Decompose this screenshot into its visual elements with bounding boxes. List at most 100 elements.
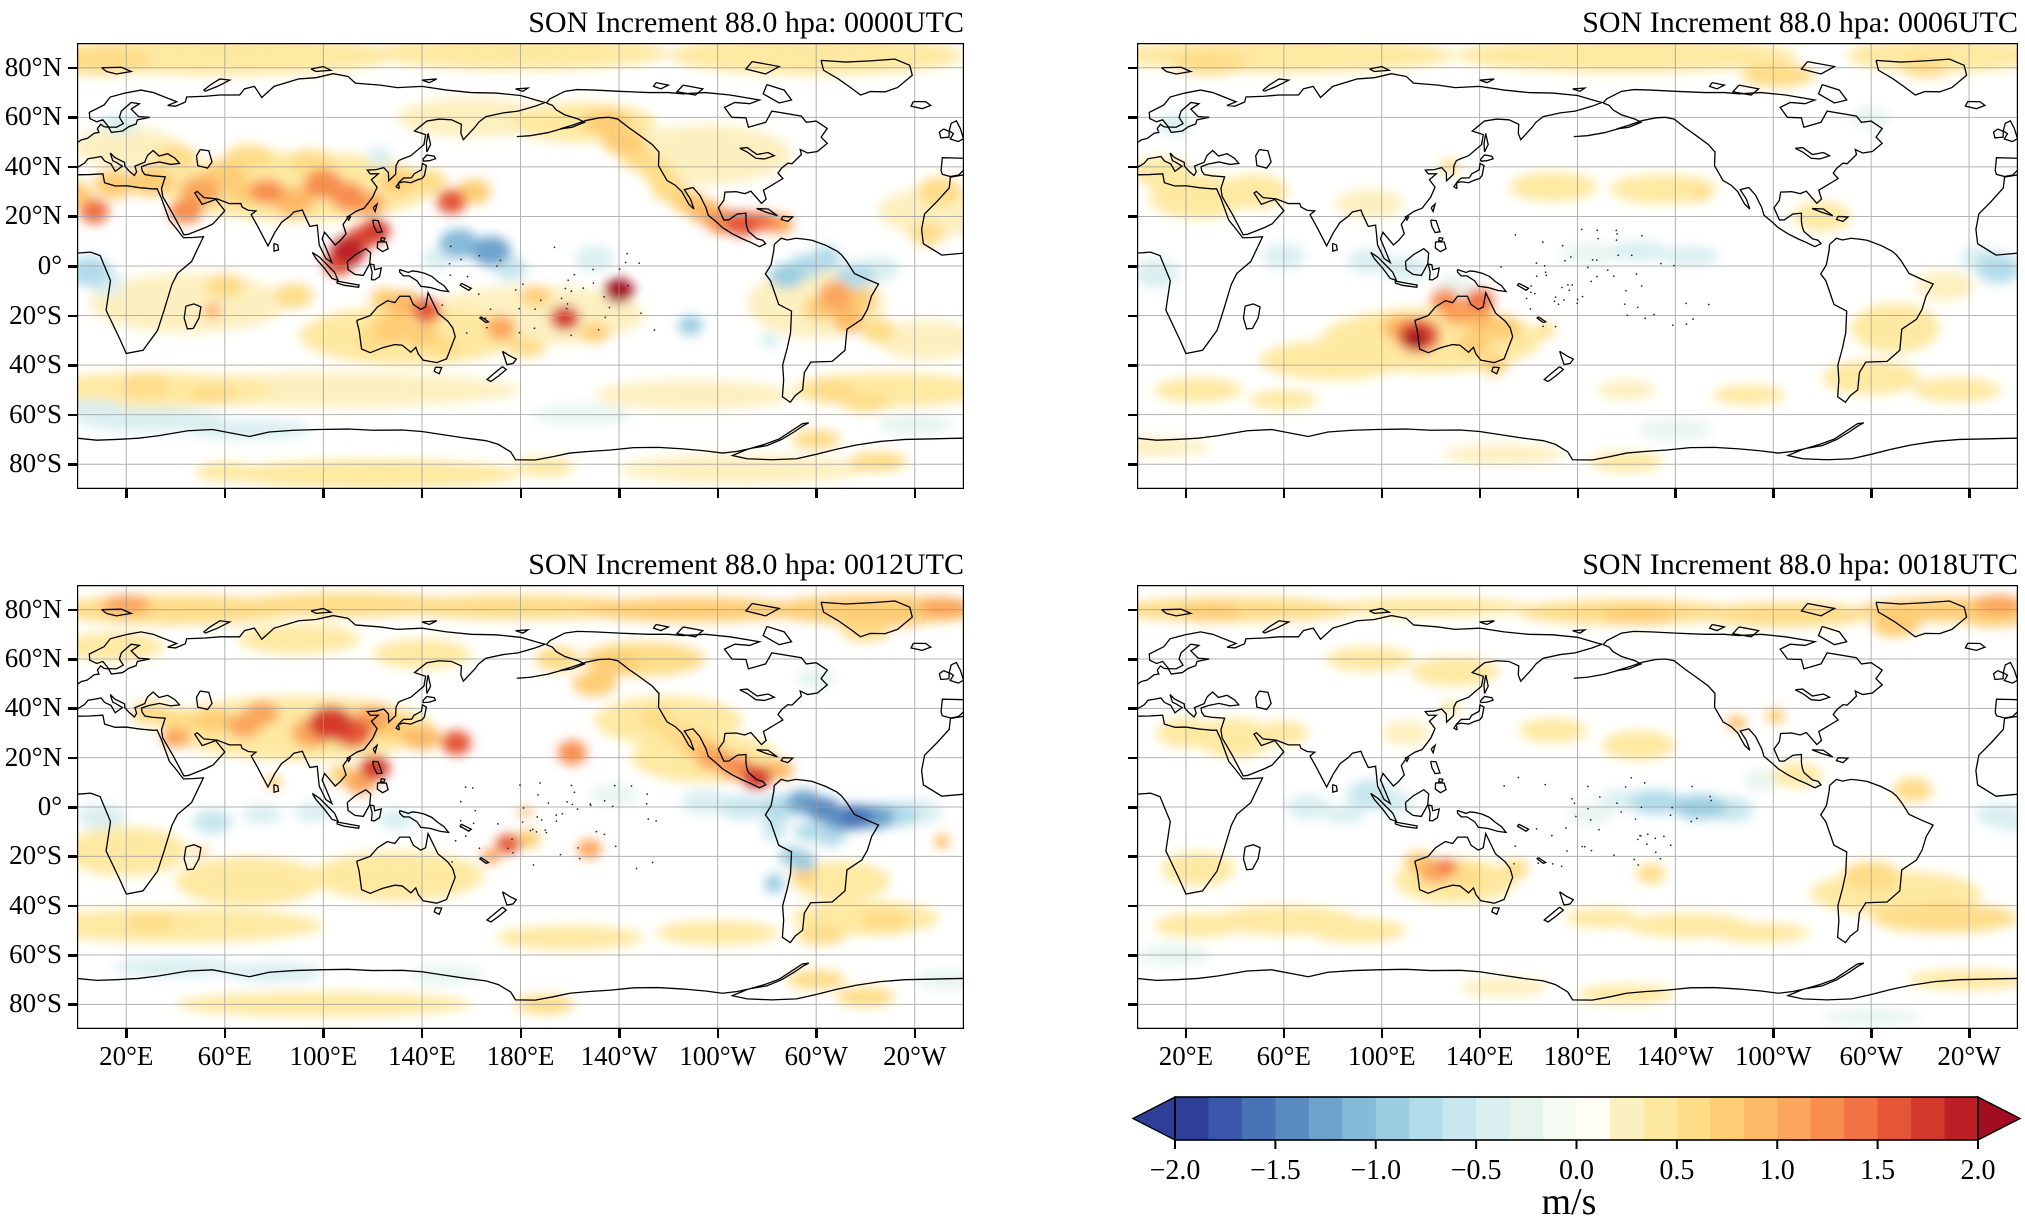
y-axis-tick (1128, 364, 1137, 367)
y-axis-tick (1128, 314, 1137, 318)
y-axis-tick (68, 1003, 77, 1006)
y-axis-tick (1128, 215, 1137, 218)
x-axis-label: 60°W (1839, 1041, 1903, 1071)
y-axis-label: 20°N (4, 741, 62, 772)
x-axis-tick (1184, 489, 1188, 498)
colorbar-left-arrow (1131, 1095, 1176, 1142)
x-axis-label: 100°W (679, 1041, 756, 1071)
x-axis-label: 140°E (1445, 1041, 1514, 1071)
x-axis-tick (913, 489, 917, 498)
x-axis-tick (223, 1029, 227, 1038)
y-axis-label: 0° (37, 250, 62, 280)
y-axis-label: 20°S (9, 840, 62, 871)
x-axis-tick (1380, 1029, 1384, 1038)
colorbar-tick-label: −1.0 (1350, 1155, 1401, 1186)
x-axis-tick (1674, 1029, 1677, 1038)
x-axis-label: 140°W (580, 1041, 658, 1071)
x-axis-tick (1576, 489, 1579, 498)
y-axis-tick (1128, 116, 1137, 119)
obs-speckle-dots (441, 245, 656, 337)
x-axis-label: 20°W (1937, 1041, 2001, 1071)
y-axis-tick (68, 658, 77, 661)
x-axis-tick (815, 489, 818, 498)
y-axis-label: 60°N (4, 643, 62, 673)
x-axis-tick (1968, 489, 1971, 498)
colorbar-tick-label: −2.0 (1150, 1155, 1201, 1186)
x-axis-tick (1282, 1029, 1286, 1038)
y-axis-tick (1128, 66, 1137, 70)
x-axis-tick (1870, 1029, 1873, 1038)
anomaly-field (1137, 43, 2018, 472)
y-axis-label: 60°S (9, 398, 62, 429)
panel-title-0018utc: SON Increment 88.0 hpa: 0018UTC (1582, 548, 2018, 581)
y-axis-tick (1128, 855, 1137, 858)
y-axis-tick (68, 608, 77, 612)
y-axis-label: 20°N (4, 200, 62, 231)
world-map-0018utc (1137, 585, 2018, 1029)
x-axis-label: 60°E (197, 1041, 252, 1071)
y-axis-tick (1128, 608, 1137, 612)
x-axis-label: 60°E (1256, 1041, 1311, 1071)
colorbar-tick-label: 1.5 (1860, 1155, 1895, 1186)
x-axis-tick (519, 489, 522, 498)
y-axis-tick (68, 165, 77, 169)
y-axis-tick (68, 806, 77, 809)
panel-title-0006utc: SON Increment 88.0 hpa: 0006UTC (1582, 6, 2018, 39)
x-axis-tick (618, 1029, 621, 1038)
y-axis-tick (68, 855, 77, 858)
x-axis-label: 60°W (784, 1041, 848, 1071)
map-panel-0012utc: SON Increment 88.0 hpa: 0012UTC 20°E 60°E… (5, 548, 964, 1070)
x-axis-label: 180°E (1543, 1041, 1612, 1071)
y-axis-label: 80°N (4, 593, 62, 624)
x-axis-tick (1576, 1029, 1579, 1038)
y-axis-label: 40°S (9, 349, 62, 380)
world-map-0006utc (1137, 43, 2018, 489)
x-axis-tick (716, 1029, 720, 1038)
x-axis-tick (815, 1029, 818, 1038)
graticule (1137, 43, 2018, 489)
graticule (77, 585, 964, 1029)
x-axis-tick (1184, 1029, 1188, 1038)
map-panel-0000utc: SON Increment 88.0 hpa: 0000UTC 80°N 60°N… (5, 6, 964, 498)
y-axis-label: 0° (37, 791, 62, 821)
colorbar: −2.0 −1.5 −1.0 −0.5 0.0 0.5 1.0 1.5 2.0 (1131, 1095, 2022, 1186)
y-axis-label: 20°S (9, 299, 62, 330)
y-axis-tick (68, 215, 77, 218)
x-axis-tick (1870, 489, 1873, 498)
x-axis-tick (519, 1029, 522, 1038)
graticule (1137, 585, 2018, 1029)
x-axis-tick (716, 489, 720, 498)
y-axis-tick (1128, 806, 1137, 809)
x-axis-tick (420, 489, 424, 498)
y-axis-tick (1128, 265, 1137, 268)
y-axis-tick (68, 756, 77, 760)
panel-title-0000utc: SON Increment 88.0 hpa: 0000UTC (528, 6, 964, 39)
colorbar-tick-label: 2.0 (1961, 1155, 1996, 1186)
y-axis-tick (1128, 904, 1137, 908)
coastline-layer (77, 601, 964, 1000)
y-axis-label: 60°N (4, 101, 62, 132)
x-axis-tick (1772, 1029, 1775, 1038)
x-axis-tick (1772, 489, 1775, 498)
obs-speckle-dots (1500, 228, 1710, 328)
y-axis-label: 80°S (9, 448, 62, 479)
x-axis-tick (125, 1029, 128, 1038)
world-map-0012utc (77, 585, 964, 1029)
y-axis-tick (1128, 707, 1137, 710)
x-axis-label: 180°E (486, 1041, 555, 1071)
anomaly-field (77, 592, 964, 1017)
colorbar-segments (1175, 1097, 1979, 1140)
coastline-layer (1137, 59, 2018, 460)
y-axis-tick (1128, 756, 1137, 760)
colorbar-tick-label: 0.5 (1659, 1155, 1694, 1186)
obs-speckle-dots (451, 782, 657, 870)
y-axis-tick (68, 707, 77, 710)
y-axis-label: 80°S (9, 988, 62, 1019)
y-axis-tick (68, 364, 77, 367)
y-axis-tick (1128, 463, 1137, 466)
colorbar-tick-label: 1.0 (1760, 1155, 1795, 1186)
x-axis-tick (1380, 489, 1384, 498)
coastline-layer (77, 59, 964, 460)
y-axis-label: 80°N (4, 51, 62, 82)
